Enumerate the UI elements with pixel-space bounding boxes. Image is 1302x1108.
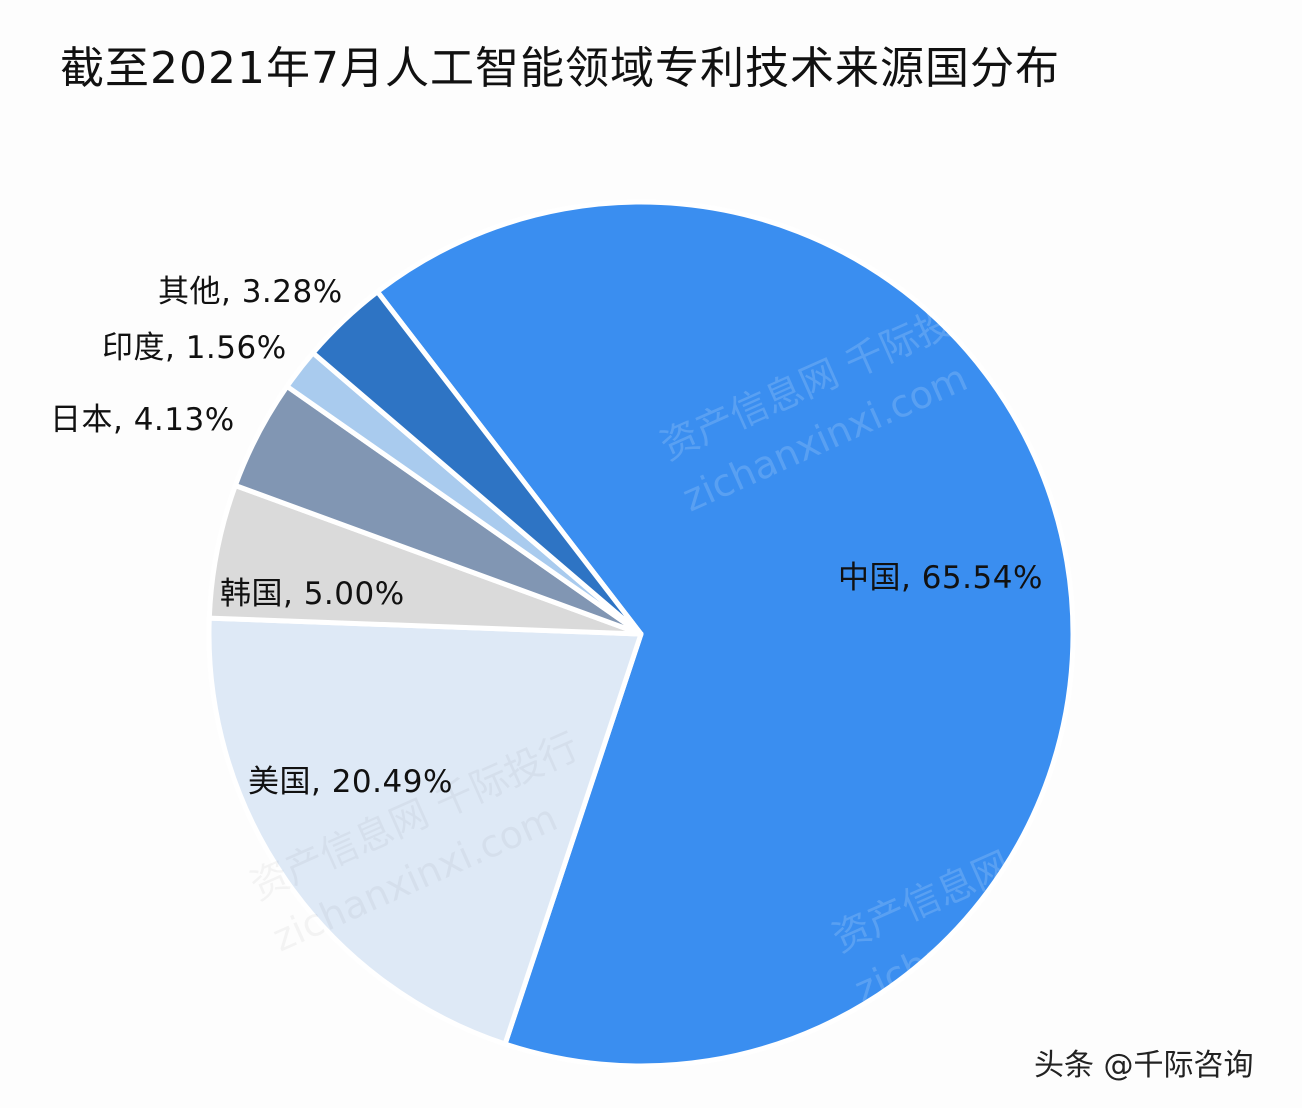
label-usa: 美国, 20.49% xyxy=(248,764,453,800)
label-india: 印度, 1.56% xyxy=(102,330,287,366)
label-china: 中国, 65.54% xyxy=(838,560,1043,596)
label-others: 其他, 3.28% xyxy=(158,274,343,310)
pie-slice-others xyxy=(310,289,644,637)
label-japan: 日本, 4.13% xyxy=(50,402,235,438)
label-korea: 韩国, 5.00% xyxy=(220,576,405,612)
pie-slice-china xyxy=(374,199,1076,1069)
pie-slice-usa xyxy=(206,615,644,1047)
footer-credit: 头条 @千际咨询 xyxy=(1034,1048,1254,1083)
chart-title: 截至2021年7月人工智能领域专利技术来源国分布 xyxy=(60,43,1060,94)
